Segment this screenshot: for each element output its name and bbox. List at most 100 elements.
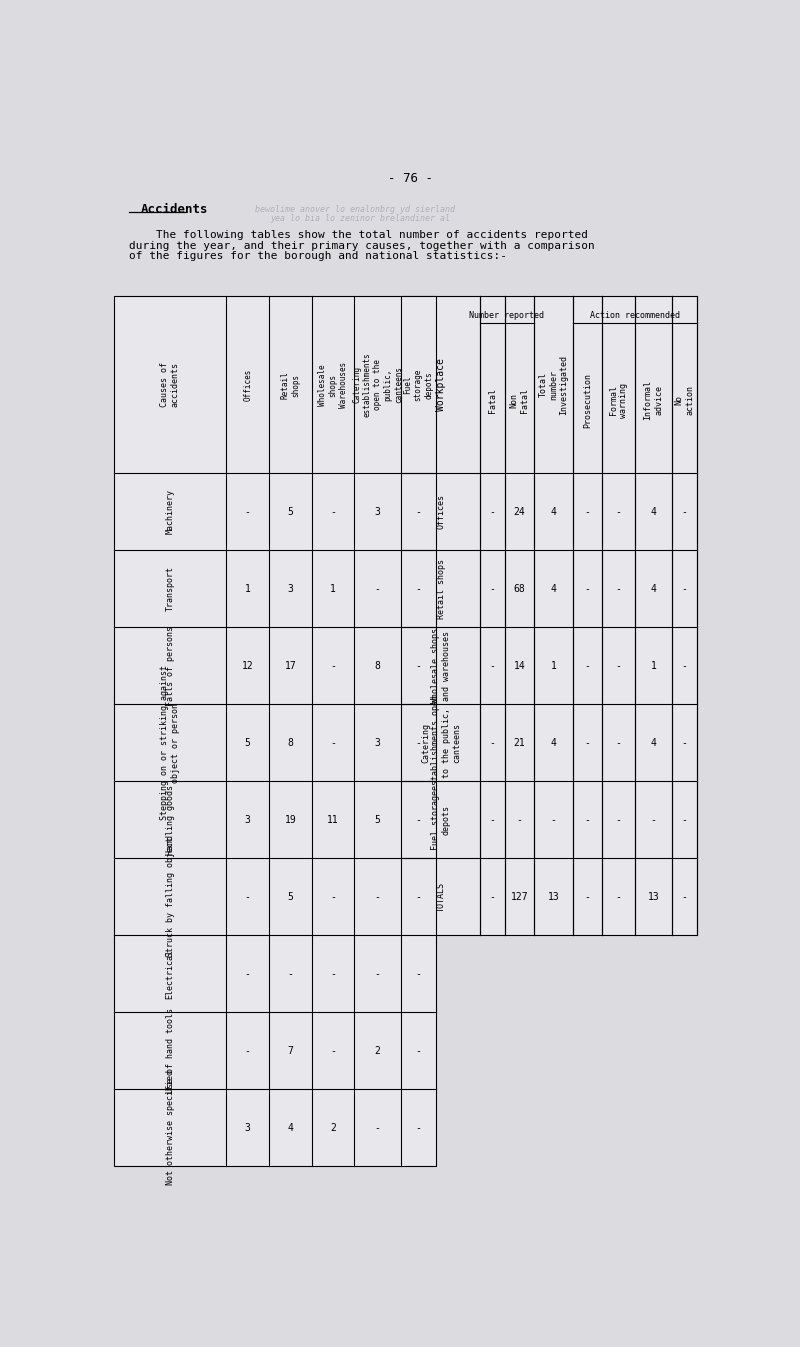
Text: Causes of
accidents: Causes of accidents (161, 362, 180, 407)
Text: 8: 8 (287, 738, 294, 748)
Text: -: - (374, 968, 380, 979)
Text: Electrical: Electrical (166, 950, 174, 999)
Text: Non
Fatal: Non Fatal (510, 388, 529, 412)
Text: -: - (245, 968, 250, 979)
Bar (114, 296, 435, 1167)
Text: -: - (615, 892, 622, 902)
Text: -: - (490, 738, 495, 748)
Text: -: - (245, 892, 250, 902)
Text: -: - (682, 892, 687, 902)
Text: -: - (490, 506, 495, 517)
Text: Catering
establishments open
to the public,
canteens: Catering establishments open to the publ… (421, 695, 461, 791)
Text: Falls of persons: Falls of persons (166, 626, 174, 706)
Text: 4: 4 (650, 738, 656, 748)
Text: Transport: Transport (166, 567, 174, 612)
Text: -: - (330, 506, 336, 517)
Text: Total
number
Investigated: Total number Investigated (538, 356, 568, 415)
Text: 4: 4 (650, 585, 656, 594)
Text: of the figures for the borough and national statistics:-: of the figures for the borough and natio… (130, 252, 507, 261)
Text: -: - (585, 815, 590, 824)
Text: -: - (585, 892, 590, 902)
Text: -: - (490, 892, 495, 902)
Text: Fatal: Fatal (488, 388, 497, 412)
Text: -: - (615, 585, 622, 594)
Text: -: - (330, 661, 336, 671)
Text: -: - (245, 1047, 250, 1056)
Text: Catering
establishments
open to the
public,
canteens: Catering establishments open to the publ… (352, 353, 402, 418)
Text: 17: 17 (284, 661, 296, 671)
Text: 1: 1 (650, 661, 656, 671)
Text: -: - (415, 815, 421, 824)
Text: -: - (287, 968, 294, 979)
Text: -: - (415, 506, 421, 517)
Text: Formal
warning: Formal warning (609, 383, 628, 418)
Text: -: - (490, 585, 495, 594)
Text: Not otherwise specified: Not otherwise specified (166, 1071, 174, 1185)
Text: 4: 4 (287, 1123, 294, 1133)
Text: -: - (516, 815, 522, 824)
Text: Handling goods: Handling goods (166, 785, 174, 855)
Text: -: - (374, 585, 380, 594)
Text: 4: 4 (550, 506, 556, 517)
Text: -: - (615, 506, 622, 517)
Text: -: - (490, 661, 495, 671)
Text: 1: 1 (550, 661, 556, 671)
Text: Use of hand tools: Use of hand tools (166, 1009, 174, 1094)
Text: 1: 1 (330, 585, 336, 594)
Text: bewolime anover lo enalonbrg yd sierland: bewolime anover lo enalonbrg yd sierland (255, 205, 455, 214)
Text: The following tables show the total number of accidents reported: The following tables show the total numb… (130, 230, 589, 240)
Text: 127: 127 (510, 892, 528, 902)
Text: Wholesale
shops
Warehouses: Wholesale shops Warehouses (318, 362, 348, 408)
Text: 11: 11 (327, 815, 338, 824)
Text: TOTALS: TOTALS (437, 882, 446, 912)
Text: -: - (415, 1123, 421, 1133)
Text: -: - (585, 506, 590, 517)
Text: Retail shops: Retail shops (437, 559, 446, 620)
Text: Offices: Offices (437, 494, 446, 529)
Text: 5: 5 (287, 506, 294, 517)
Text: Accidents: Accidents (140, 203, 208, 216)
Text: 13: 13 (547, 892, 559, 902)
Text: 3: 3 (374, 738, 380, 748)
Text: -: - (682, 815, 687, 824)
Text: -: - (330, 1047, 336, 1056)
Text: -: - (330, 968, 336, 979)
Text: Workplace: Workplace (436, 358, 446, 411)
Text: No
action: No action (674, 385, 694, 415)
Text: Wholesale shops
and warehouses: Wholesale shops and warehouses (431, 629, 450, 703)
Text: 5: 5 (374, 815, 380, 824)
Text: -: - (682, 585, 687, 594)
Text: during the year, and their primary causes, together with a comparison: during the year, and their primary cause… (130, 241, 595, 251)
Text: 19: 19 (284, 815, 296, 824)
Text: 2: 2 (374, 1047, 380, 1056)
Text: -: - (374, 892, 380, 902)
Text: -: - (415, 968, 421, 979)
Text: -: - (682, 738, 687, 748)
Text: 8: 8 (374, 661, 380, 671)
Text: Struck by falling object: Struck by falling object (166, 836, 174, 956)
Text: 12: 12 (242, 661, 254, 671)
Text: 3: 3 (245, 815, 250, 824)
Text: -: - (330, 738, 336, 748)
Text: 14: 14 (514, 661, 525, 671)
Text: 68: 68 (514, 585, 525, 594)
Text: -: - (415, 585, 421, 594)
Text: -: - (415, 1047, 421, 1056)
Text: yea lo bia lo zeninor brelandiner al: yea lo bia lo zeninor brelandiner al (270, 214, 450, 224)
Text: Action recommended: Action recommended (590, 311, 680, 321)
Text: 21: 21 (514, 738, 525, 748)
Text: -: - (245, 506, 250, 517)
Text: Stepping on or striking against
object or person: Stepping on or striking against object o… (161, 665, 180, 820)
Text: -: - (615, 661, 622, 671)
Text: 3: 3 (245, 1123, 250, 1133)
Text: 7: 7 (287, 1047, 294, 1056)
Text: Number reported: Number reported (470, 311, 544, 321)
Text: - 76 -: - 76 - (387, 172, 433, 185)
Text: 5: 5 (287, 892, 294, 902)
Text: -: - (615, 738, 622, 748)
Text: -: - (585, 661, 590, 671)
Bar (402, 296, 697, 935)
Text: -: - (585, 585, 590, 594)
Text: -: - (585, 738, 590, 748)
Text: 4: 4 (550, 738, 556, 748)
